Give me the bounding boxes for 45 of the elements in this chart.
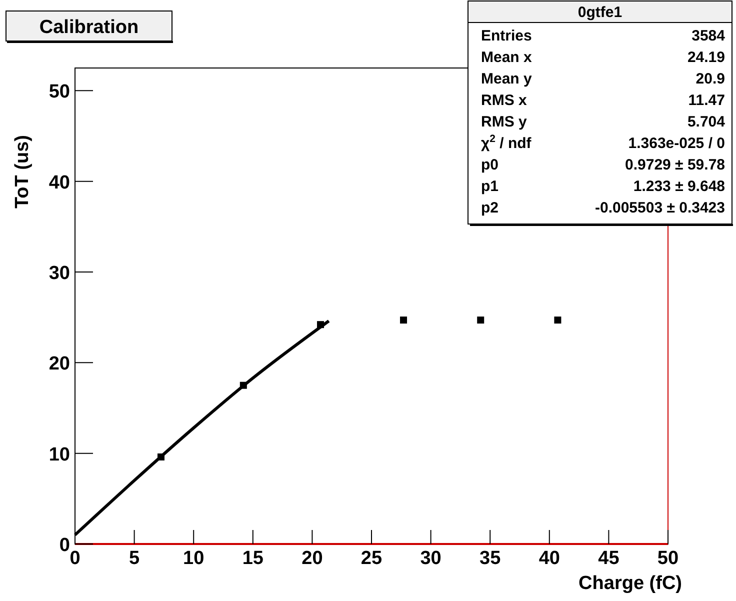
y-axis-title: ToT (us) xyxy=(12,135,33,209)
point xyxy=(240,382,247,389)
text: 11.47 xyxy=(688,92,725,109)
annotation: 0.9729 ± 59.78 xyxy=(625,156,725,174)
x-tick-label: 35 xyxy=(480,548,502,569)
x-tick-label: 15 xyxy=(242,548,264,569)
text: 3584 xyxy=(692,28,726,44)
y-tick-label: 0 xyxy=(59,535,70,556)
point xyxy=(400,316,408,324)
x-tick-label: 10 xyxy=(183,548,204,569)
point xyxy=(477,316,484,324)
y-tick-label: 50 xyxy=(48,82,70,103)
x-tick-label: 50 xyxy=(657,548,679,569)
annotation: -0.005503 ± 0.3423 xyxy=(594,200,725,216)
annotation: RMS x xyxy=(481,92,528,109)
x-tick-label: 25 xyxy=(360,548,382,569)
line-series xyxy=(74,319,330,536)
chart-title: Calibration xyxy=(39,17,139,38)
x-axis-title: Charge (fC) xyxy=(578,573,682,594)
annotation: p1 xyxy=(481,178,499,195)
y-tick-label: 10 xyxy=(48,444,70,466)
text: 5.704 xyxy=(687,114,726,130)
x-tick-label: 30 xyxy=(420,548,442,569)
annotation: χ$^{2}$ / ndf xyxy=(481,133,532,152)
text: 24.19 xyxy=(687,49,725,66)
annotation: p0 xyxy=(481,156,499,174)
point xyxy=(157,453,164,460)
point xyxy=(554,316,562,324)
text: 20.9 xyxy=(696,70,725,88)
annotation: Mean y xyxy=(481,70,533,88)
text: 0gtfe1 xyxy=(578,4,622,21)
annotation: 1.233 ± 9.648 xyxy=(633,178,725,195)
annotation: RMS y xyxy=(481,114,528,130)
text: Mean x xyxy=(481,49,533,66)
y-tick-label: 40 xyxy=(48,172,70,194)
x-tick-label: 40 xyxy=(538,548,560,569)
x-tick-label: 5 xyxy=(129,548,140,569)
text: Entries xyxy=(481,28,532,44)
annotation: 1.363e-025 / 0 xyxy=(628,135,725,152)
y-tick-label: 20 xyxy=(48,354,70,375)
annotation: p2 xyxy=(481,200,499,216)
x-tick-label: 20 xyxy=(302,548,323,569)
point xyxy=(317,321,324,328)
x-tick-label: 45 xyxy=(598,548,620,569)
y-tick-label: 30 xyxy=(48,263,70,284)
